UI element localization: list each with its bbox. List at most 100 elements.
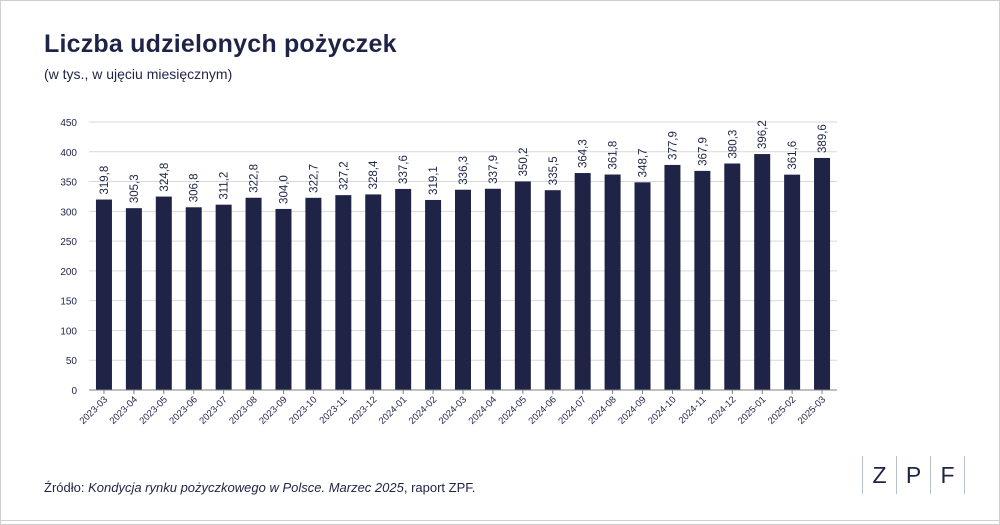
data-label: 327,2 — [338, 161, 350, 190]
x-tick-label: 2024-11 — [677, 394, 709, 426]
logo-letter-z: Z — [872, 461, 887, 488]
bar — [425, 199, 442, 390]
y-tick-label: 100 — [60, 326, 77, 337]
bar — [634, 182, 651, 390]
x-tick-label: 2024-12 — [706, 394, 738, 426]
bar-chart: 0 50 100 150 200 250 300 350 400 450 319,8 2023-03 3… — [60, 118, 837, 427]
data-label: 337,9 — [488, 155, 500, 184]
chart-subtitle: (w tys., w ujęciu miesięcznym) — [44, 66, 233, 82]
x-tick-label: 2025-02 — [766, 394, 798, 426]
data-label: 311,2 — [219, 172, 231, 200]
logo-letter-f: F — [940, 461, 955, 488]
y-tick-label: 300 — [60, 207, 77, 218]
bar — [335, 195, 352, 390]
source-note: Źródło: Kondycja rynku pożyczkowego w Po… — [44, 480, 475, 495]
source-prefix: Źródło: — [44, 480, 89, 495]
data-label: 324,8 — [159, 163, 171, 192]
x-tick-label: 2023-11 — [318, 394, 350, 426]
bar — [544, 190, 561, 390]
x-tick-label: 2024-07 — [556, 394, 588, 426]
bar — [604, 174, 621, 390]
bar — [724, 163, 741, 390]
x-tick-label: 2024-02 — [407, 394, 439, 426]
data-label: 306,8 — [189, 174, 201, 203]
x-tick-label: 2023-10 — [287, 394, 319, 426]
data-label: 335,5 — [548, 156, 560, 185]
bar — [95, 199, 112, 390]
data-label: 336,3 — [458, 156, 470, 185]
x-tick-label: 2024-09 — [616, 394, 648, 426]
data-label: 377,9 — [667, 131, 679, 160]
bar — [365, 194, 382, 390]
data-label: 361,8 — [608, 141, 620, 170]
bar — [514, 181, 531, 390]
data-label: 380,3 — [727, 130, 739, 159]
bar — [814, 157, 831, 390]
logo-divider — [930, 456, 931, 494]
bar — [484, 188, 501, 390]
x-tick-label: 2023-09 — [257, 394, 289, 426]
y-tick-label: 0 — [71, 386, 77, 397]
bar — [664, 164, 681, 390]
logo-divider — [896, 456, 897, 494]
x-tick-label: 2024-01 — [377, 394, 409, 426]
x-tick-label: 2024-08 — [586, 394, 618, 426]
x-tick-label: 2024-10 — [646, 394, 678, 426]
data-label: 396,2 — [757, 120, 769, 149]
bar — [275, 208, 292, 390]
x-tick-label: 2024-03 — [437, 394, 469, 426]
bar — [395, 188, 412, 390]
data-label: 361,6 — [787, 141, 799, 170]
chart-title: Liczba udzielonych pożyczek — [44, 30, 397, 58]
x-tick-label: 2023-05 — [137, 394, 169, 426]
bar — [125, 208, 142, 390]
x-tick-label: 2023-12 — [347, 394, 379, 426]
bar — [574, 173, 591, 390]
x-tick-label: 2025-03 — [796, 394, 828, 426]
data-label: 319,1 — [428, 166, 440, 195]
data-label: 319,8 — [99, 166, 111, 195]
data-label: 322,7 — [308, 164, 320, 193]
source-title: Kondycja rynku pożyczkowego w Polsce. Ma… — [88, 480, 404, 495]
bar — [784, 174, 801, 390]
data-label: 322,8 — [249, 164, 261, 193]
logo-divider — [964, 456, 965, 494]
bar — [305, 197, 322, 390]
data-label: 337,6 — [398, 155, 410, 184]
bar — [155, 196, 172, 390]
bar — [215, 204, 232, 390]
x-tick-label: 2024-06 — [526, 394, 558, 426]
bar — [694, 170, 711, 390]
bar — [455, 189, 471, 390]
x-tick-label: 2023-08 — [227, 394, 259, 426]
data-label: 367,9 — [697, 137, 709, 166]
y-tick-label: 200 — [60, 267, 77, 278]
bar — [245, 197, 262, 390]
y-tick-label: 450 — [60, 118, 77, 129]
data-label: 389,6 — [817, 124, 829, 153]
data-label: 348,7 — [638, 149, 650, 178]
bottom-border — [0, 520, 1000, 521]
y-tick-label: 50 — [66, 356, 78, 367]
y-tick-label: 150 — [60, 297, 77, 308]
logo-letter-p: P — [905, 461, 922, 488]
x-tick-label: 2024-04 — [467, 394, 499, 426]
x-tick-label: 2025-01 — [736, 394, 768, 426]
bar — [754, 154, 771, 390]
source-suffix: , raport ZPF. — [403, 480, 476, 495]
x-tick-label: 2023-06 — [167, 394, 199, 426]
logo-divider — [862, 456, 863, 494]
data-label: 304,0 — [278, 175, 290, 204]
data-label: 328,4 — [368, 160, 380, 189]
x-tick-label: 2023-03 — [78, 394, 110, 426]
x-tick-label: 2023-07 — [197, 394, 229, 426]
zpf-logo: Z P F — [862, 456, 965, 494]
y-tick-label: 400 — [60, 148, 77, 159]
data-label: 350,2 — [518, 148, 530, 177]
data-label: 305,3 — [129, 174, 141, 203]
y-tick-label: 250 — [60, 237, 77, 248]
x-tick-label: 2024-05 — [497, 394, 529, 426]
y-tick-label: 350 — [60, 178, 77, 189]
bar — [185, 207, 202, 390]
x-tick-label: 2023-04 — [108, 394, 140, 426]
